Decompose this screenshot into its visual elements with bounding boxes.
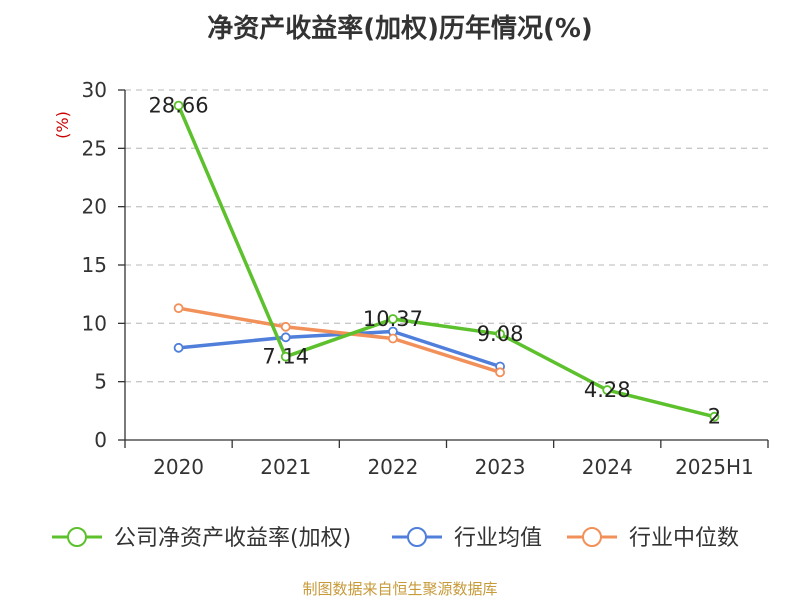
data-point xyxy=(495,367,505,378)
y-axis-label: (%) xyxy=(53,111,72,139)
data-point xyxy=(388,333,398,344)
data-point xyxy=(173,342,184,353)
x-tick-label: 2020 xyxy=(153,455,204,479)
data-source-note: 制图数据来自恒生聚源数据库 xyxy=(302,580,498,598)
legend-label: 行业均值 xyxy=(454,526,542,551)
y-tick-label: 30 xyxy=(82,78,107,102)
x-tick-label: 2023 xyxy=(475,455,526,479)
data-point xyxy=(388,314,398,324)
data-point xyxy=(602,385,613,395)
data-label: 10.37 xyxy=(363,307,423,331)
y-tick-label: 10 xyxy=(82,311,107,335)
y-tick-label: 5 xyxy=(94,370,107,394)
x-tick-label: 2024 xyxy=(582,455,633,479)
x-tick-label: 2022 xyxy=(367,455,418,479)
data-label: 7.14 xyxy=(262,345,309,369)
legend-label: 行业中位数 xyxy=(629,526,739,551)
x-tick-label: 2021 xyxy=(260,455,311,479)
data-point xyxy=(495,329,505,339)
data-point xyxy=(280,332,291,343)
data-label: 28.66 xyxy=(149,94,209,118)
data-label: 9.08 xyxy=(477,322,524,346)
data-point xyxy=(173,100,184,111)
legend-label: 公司净资产收益率(加权) xyxy=(114,526,351,551)
legend-marker xyxy=(67,527,87,547)
x-tick-label: 2025H1 xyxy=(675,455,754,479)
legend-marker xyxy=(407,527,427,547)
y-tick-label: 25 xyxy=(82,136,107,160)
data-point xyxy=(280,351,291,362)
y-tick-label: 0 xyxy=(94,428,107,452)
data-point xyxy=(709,411,720,422)
data-label: 2 xyxy=(708,405,721,429)
data-point xyxy=(280,321,291,332)
data-point xyxy=(173,303,184,314)
y-tick-label: 20 xyxy=(82,195,107,219)
chart-title: 净资产收益率(加权)历年情况(%) xyxy=(207,14,593,44)
series-line xyxy=(178,306,501,375)
series-line xyxy=(176,104,715,419)
data-label: 4.28 xyxy=(584,378,631,402)
y-tick-label: 15 xyxy=(82,253,107,277)
legend-marker xyxy=(582,527,602,547)
